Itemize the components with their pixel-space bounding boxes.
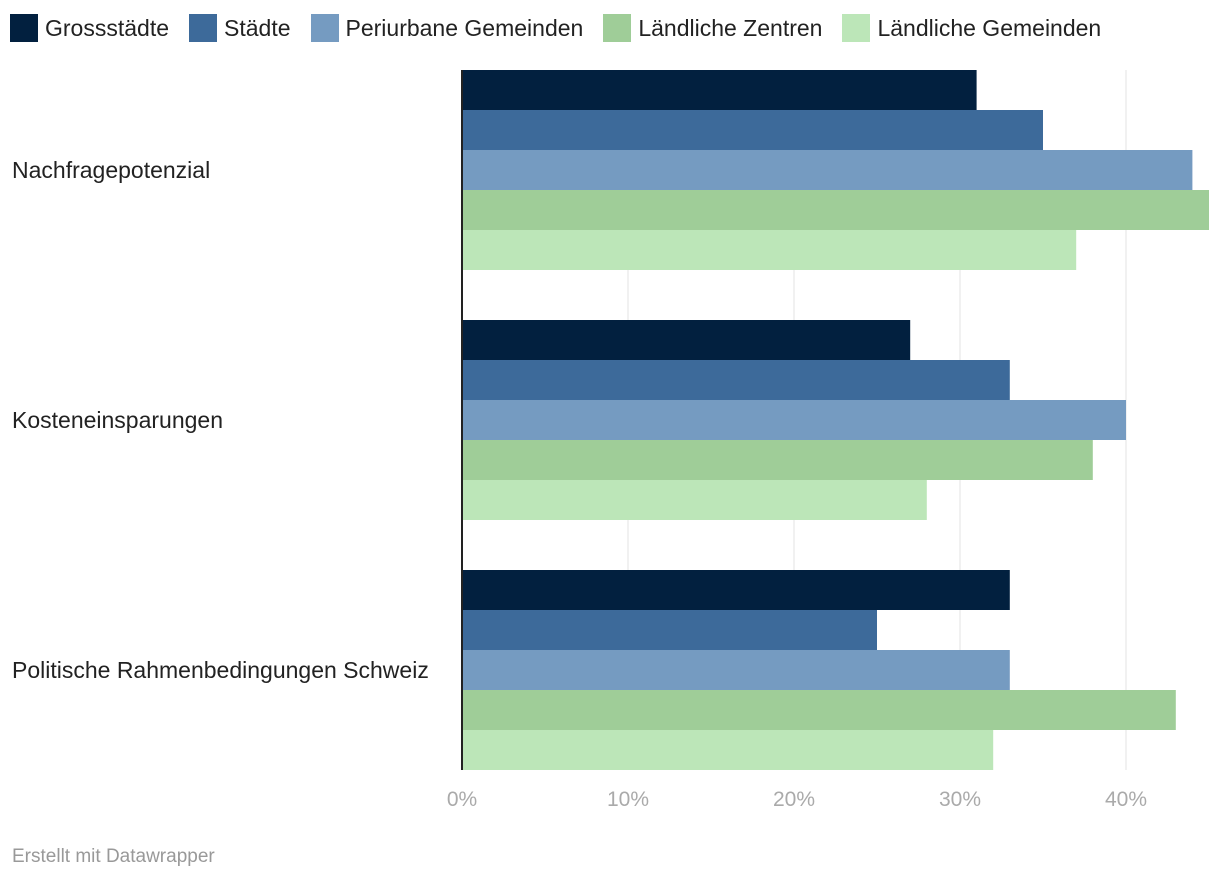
x-tick-label-40: 40%: [1105, 788, 1147, 811]
legend-swatch: [189, 14, 217, 42]
legend-item: Ländliche Gemeinden: [842, 14, 1101, 42]
bar: [462, 570, 1010, 610]
chart-legend: Grossstädte Städte Periurbane Gemeinden Län…: [10, 12, 1121, 44]
bar: [462, 150, 1193, 190]
legend-item: Ländliche Zentren: [603, 14, 822, 42]
category-label: Politische Rahmenbedingungen Schweiz: [12, 657, 429, 683]
legend-swatch: [10, 14, 38, 42]
x-tick-label-30: 30%: [939, 788, 981, 811]
legend-swatch: [842, 14, 871, 42]
bar: [462, 70, 977, 110]
legend-swatch: [603, 14, 632, 42]
legend-label: Ländliche Gemeinden: [877, 14, 1102, 41]
bar: [462, 730, 994, 770]
bar: [462, 610, 877, 650]
x-tick-label-10: 10%: [607, 788, 649, 811]
bar: [462, 690, 1176, 730]
legend-item: Städte: [189, 14, 291, 42]
bar: [462, 110, 1043, 150]
bar: [462, 230, 1077, 270]
bar: [462, 440, 1093, 480]
bar: [462, 400, 1126, 440]
legend-label: Städte: [224, 14, 291, 41]
x-tick-label-20: 20%: [773, 788, 815, 811]
legend-swatch: [310, 14, 339, 42]
footer-credit: Erstellt mit Datawrapper: [12, 846, 215, 867]
legend-label: Periurbane Gemeinden: [345, 14, 584, 41]
bar: [462, 320, 911, 360]
legend-item: Periurbane Gemeinden: [310, 14, 584, 42]
legend-label: Ländliche Zentren: [638, 14, 823, 41]
bar: [462, 650, 1010, 690]
bar: [462, 480, 927, 520]
legend-item: Grossstädte: [10, 14, 169, 42]
bar: [462, 190, 1209, 230]
bar: [462, 360, 1010, 400]
category-label: Kosteneinsparungen: [12, 407, 223, 433]
category-label: Nachfragepotenzial: [12, 157, 210, 183]
legend-label: Grossstädte: [45, 14, 169, 41]
x-tick-label-0: 0%: [447, 788, 477, 811]
